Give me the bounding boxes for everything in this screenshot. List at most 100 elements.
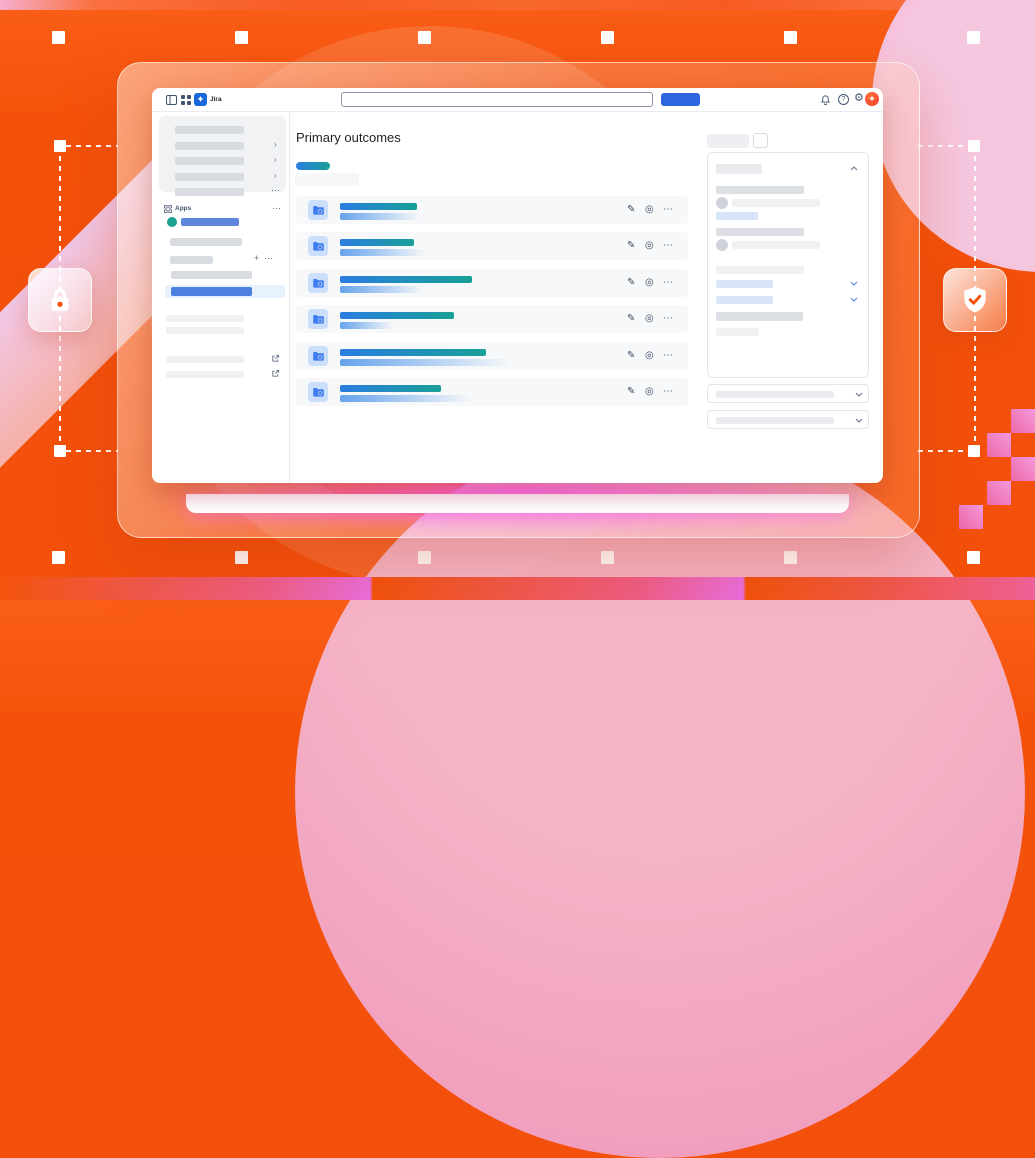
app-switcher-icon[interactable] — [181, 95, 191, 105]
panel-toggle-button[interactable] — [753, 133, 768, 148]
nav-skeleton[interactable] — [175, 157, 244, 165]
edit-icon[interactable]: ✎ — [627, 386, 636, 397]
panel-skeleton — [716, 280, 773, 288]
folder-icon — [312, 241, 324, 251]
row-subtitle-skeleton — [340, 322, 393, 329]
folder-tile — [308, 273, 328, 293]
folder-icon — [312, 351, 324, 361]
row-more-icon[interactable]: ⋯ — [663, 277, 673, 288]
chevron-right-icon[interactable]: › — [274, 140, 277, 149]
create-button[interactable] — [661, 93, 700, 106]
chevron-up-icon[interactable] — [850, 166, 858, 171]
nav-skeleton[interactable] — [166, 356, 244, 363]
edit-icon[interactable]: ✎ — [627, 204, 636, 215]
outcome-row[interactable]: ✎ ◎ ⋯ — [296, 196, 688, 224]
nav-skeleton[interactable] — [175, 126, 244, 134]
sidebar-toggle-icon[interactable] — [166, 95, 177, 105]
external-link-icon[interactable] — [271, 369, 280, 378]
row-more-icon[interactable]: ⋯ — [663, 350, 673, 361]
panel-skeleton — [716, 266, 804, 274]
nav-skeleton[interactable] — [171, 271, 252, 279]
watch-icon[interactable]: ◎ — [645, 386, 654, 397]
folder-icon — [312, 387, 324, 397]
panel-skeleton — [716, 328, 759, 336]
edit-icon[interactable]: ✎ — [627, 313, 636, 324]
nav-skeleton[interactable] — [170, 256, 213, 264]
row-more-icon[interactable]: ⋯ — [663, 386, 673, 397]
help-icon[interactable]: ? — [838, 94, 849, 105]
search-input[interactable] — [341, 92, 653, 107]
panel-skeleton — [716, 228, 804, 236]
chevron-down-icon[interactable] — [850, 297, 858, 302]
folder-icon — [312, 278, 324, 288]
apps-more-icon[interactable]: ⋯ — [272, 203, 281, 213]
watch-icon[interactable]: ◎ — [645, 204, 654, 215]
app-topbar: Jira ? ⚙ — [152, 88, 883, 112]
settings-icon[interactable]: ⚙ — [854, 92, 864, 104]
watch-icon[interactable]: ◎ — [645, 277, 654, 288]
pixel-square — [959, 505, 983, 529]
row-more-icon[interactable]: ⋯ — [663, 313, 673, 324]
panel-skeleton — [716, 296, 773, 304]
selection-handle[interactable] — [54, 445, 66, 457]
watch-icon[interactable]: ◎ — [645, 350, 654, 361]
nav-skeleton[interactable] — [166, 315, 244, 322]
app-status-dot — [167, 217, 177, 227]
avatar — [716, 239, 728, 251]
more-icon[interactable]: ⋯ — [271, 185, 280, 195]
edit-icon[interactable]: ✎ — [627, 350, 636, 361]
watch-icon[interactable]: ◎ — [645, 313, 654, 324]
edit-icon[interactable]: ✎ — [627, 277, 636, 288]
outcome-list: ✎ ◎ ⋯ ✎ ◎ ⋯ ✎ ◎ ⋯ — [152, 196, 883, 416]
accordion-collapsed[interactable] — [707, 384, 869, 403]
row-more-icon[interactable]: ⋯ — [663, 204, 673, 215]
notifications-icon[interactable] — [820, 94, 831, 106]
add-icon[interactable]: + — [254, 253, 260, 263]
decor-square — [235, 31, 248, 44]
nav-skeleton[interactable] — [175, 142, 244, 150]
nav-skeleton[interactable] — [166, 327, 244, 334]
nav-skeleton[interactable] — [175, 188, 244, 196]
selection-edge-top — [66, 145, 118, 147]
selected-nav-skeleton — [171, 287, 252, 296]
selection-handle[interactable] — [54, 140, 66, 152]
nav-skeleton[interactable] — [166, 371, 244, 378]
panel-skeleton — [716, 212, 758, 220]
lock-badge — [28, 268, 92, 332]
watch-icon[interactable]: ◎ — [645, 240, 654, 251]
apps-icon — [164, 205, 172, 213]
nav-skeleton[interactable] — [175, 173, 244, 181]
folder-tile — [308, 346, 328, 366]
accordion-skeleton — [716, 391, 834, 398]
subtitle-skeleton — [295, 173, 359, 186]
decor-square — [52, 551, 65, 564]
decor-square — [418, 31, 431, 44]
app-name-label: Jira — [210, 96, 222, 103]
selection-handle[interactable] — [968, 445, 980, 457]
jira-logo-icon — [197, 95, 204, 103]
jira-logo[interactable] — [194, 93, 207, 106]
accordion-skeleton — [716, 417, 834, 424]
chevron-right-icon[interactable]: › — [274, 171, 277, 180]
panel-skeleton — [732, 241, 820, 249]
accordion-collapsed[interactable] — [707, 410, 869, 429]
chevron-right-icon[interactable]: › — [274, 155, 277, 164]
outcome-row[interactable]: ✎ ◎ ⋯ — [296, 269, 688, 297]
selection-handle[interactable] — [968, 140, 980, 152]
more-icon[interactable]: ⋯ — [264, 253, 273, 263]
app-item-skeleton[interactable] — [181, 218, 239, 226]
pixel-square — [987, 433, 1011, 457]
external-link-icon[interactable] — [271, 354, 280, 363]
edit-icon[interactable]: ✎ — [627, 240, 636, 251]
outcome-row[interactable]: ✎ ◎ ⋯ — [296, 232, 688, 260]
selection-edge-bottom — [918, 450, 970, 452]
nav-skeleton[interactable] — [170, 238, 242, 246]
chevron-down-icon[interactable] — [850, 281, 858, 286]
outcome-row[interactable]: ✎ ◎ ⋯ — [296, 305, 688, 333]
outcome-row[interactable]: ✎ ◎ ⋯ — [296, 378, 688, 406]
row-more-icon[interactable]: ⋯ — [663, 240, 673, 251]
outcome-row[interactable]: ✎ ◎ ⋯ — [296, 342, 688, 370]
filter-pill[interactable] — [296, 162, 330, 170]
panel-button-skeleton[interactable] — [707, 134, 749, 148]
profile-avatar[interactable] — [865, 92, 879, 106]
